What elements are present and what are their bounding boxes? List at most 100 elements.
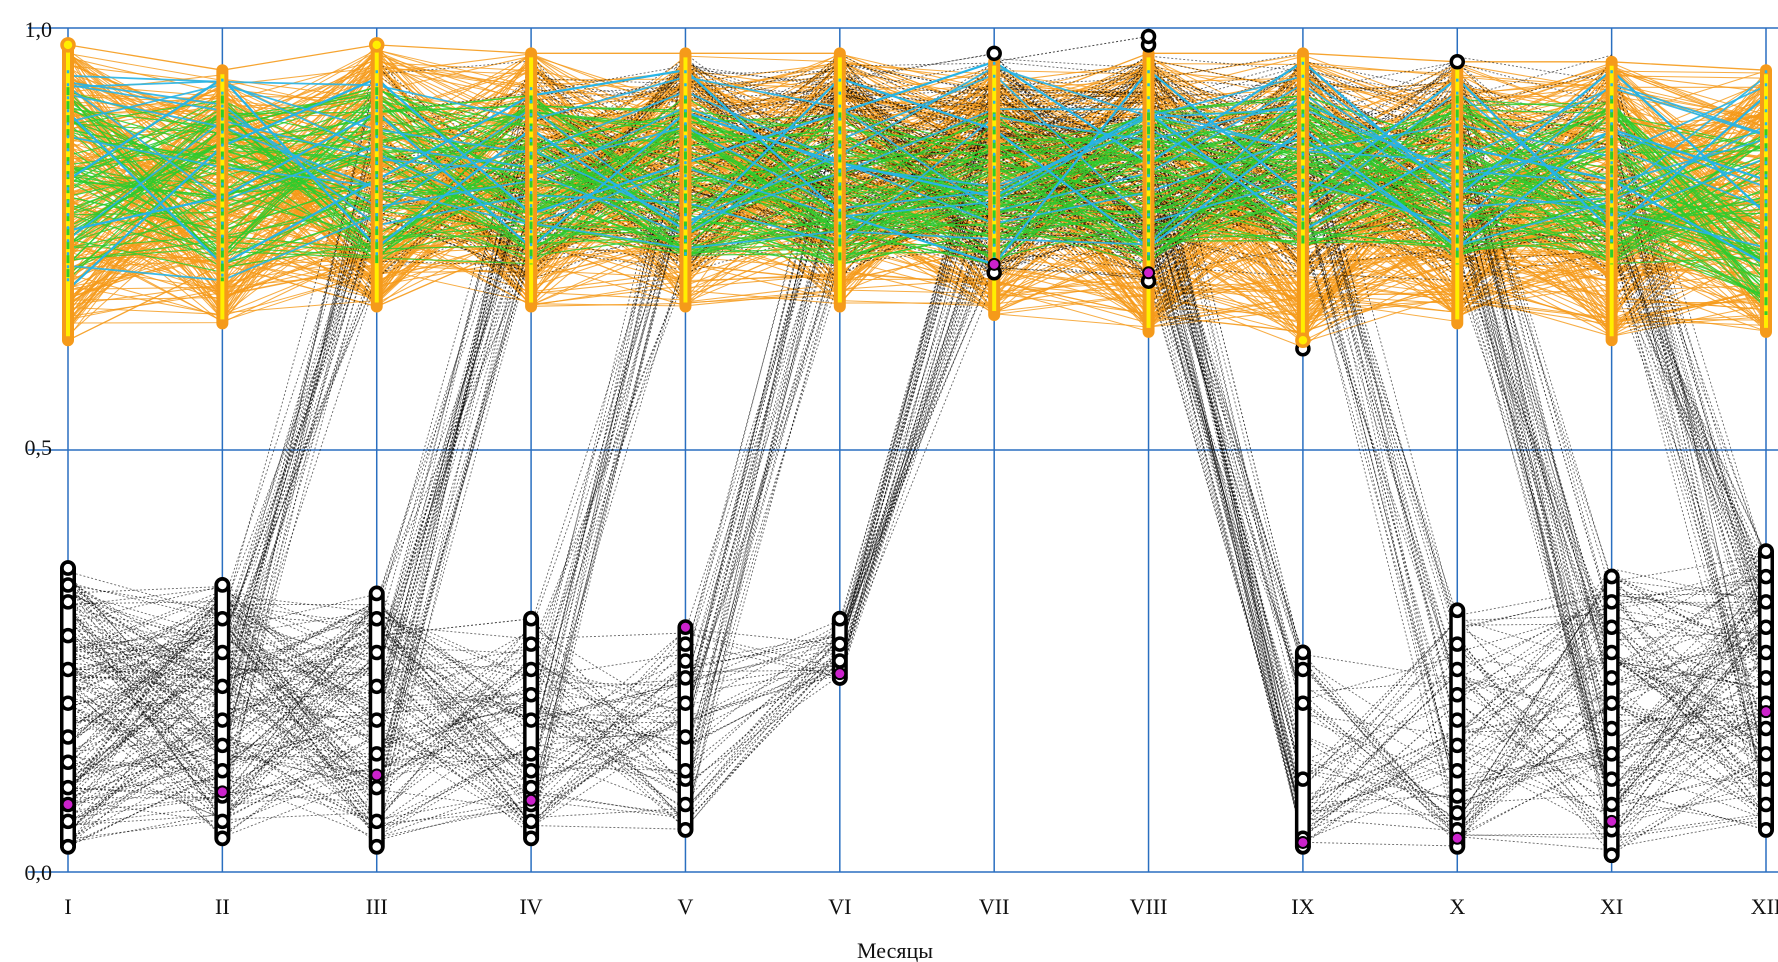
x-tick-label: VI [828, 894, 851, 919]
black-marker [1758, 720, 1774, 737]
x-tick-labels: I II III IV V VI VII VIII IX X XI XII [64, 894, 1778, 919]
black-profile-line [67, 147, 1767, 824]
black-profile-line [67, 72, 1767, 828]
black-marker [1449, 602, 1466, 619]
black-profile-line [67, 65, 1767, 852]
black-profile-line [67, 151, 1767, 778]
black-profile-line [67, 84, 1767, 804]
black-profile-line [67, 60, 1767, 805]
x-tick-label: IX [1291, 894, 1314, 919]
y-tick-label: 0,5 [25, 435, 53, 460]
black-marker [60, 577, 76, 593]
magenta-marker [215, 785, 229, 799]
black-marker [368, 611, 385, 627]
y-tick-label: 0,0 [25, 860, 53, 885]
black-profile-line [67, 78, 1767, 820]
black-profile-line [67, 73, 1767, 795]
black-profile-line [67, 79, 1767, 819]
black-marker [368, 712, 385, 728]
x-tick-label: III [366, 894, 388, 919]
black-marker [1603, 771, 1620, 787]
green-profile-line [67, 98, 1767, 303]
black-profile-line [67, 53, 1767, 834]
magenta-marker [1605, 814, 1619, 828]
orange-profile-line [67, 78, 1767, 333]
black-profile-line [67, 230, 1767, 804]
black-marker [1449, 788, 1466, 804]
cyan-profile-line [67, 81, 1767, 245]
black-profile-line [67, 88, 1767, 847]
x-tick-label: I [64, 894, 71, 919]
black-marker [1449, 661, 1466, 678]
black-marker [523, 611, 539, 627]
black-profile-line [67, 168, 1767, 844]
black-profile-line [67, 78, 1767, 787]
black-marker [1603, 568, 1620, 585]
black-marker [1603, 644, 1620, 661]
black-marker [1758, 796, 1774, 813]
black-marker [60, 754, 76, 771]
green-profile-line [67, 105, 1767, 254]
black-profile-line [67, 89, 1767, 832]
black-profile-line [67, 70, 1767, 749]
black-profile-line [67, 126, 1767, 800]
black-marker [368, 585, 385, 602]
black-marker [1758, 543, 1774, 560]
black-profile-line [67, 125, 1767, 828]
x-tick-label: XII [1751, 894, 1778, 919]
black-marker [368, 746, 385, 762]
black-marker [1603, 619, 1620, 635]
black-marker [832, 653, 848, 669]
black-marker [1449, 805, 1466, 821]
black-marker [60, 813, 76, 830]
black-profile-line [67, 62, 1767, 787]
green-profile-line [67, 120, 1767, 256]
cyan-series-lines [67, 60, 1767, 291]
black-profile-line [67, 86, 1767, 806]
x-tick-label: II [215, 894, 230, 919]
orange-profile-line [67, 59, 1767, 297]
magenta-marker [1296, 835, 1310, 849]
black-marker [60, 779, 76, 796]
black-marker [1295, 661, 1311, 678]
magenta-marker [1450, 831, 1464, 845]
x-tick-label: X [1449, 894, 1465, 919]
black-profile-line [67, 65, 1767, 845]
black-marker [1758, 746, 1774, 762]
green-profile-line [67, 115, 1767, 263]
black-profile-line [67, 59, 1767, 834]
magenta-marker [1142, 266, 1156, 280]
black-marker [523, 636, 539, 652]
black-marker [677, 729, 694, 745]
black-profile-line [67, 57, 1767, 828]
black-marker [1295, 644, 1311, 661]
black-marker [523, 762, 539, 779]
green-profile-line [67, 105, 1767, 244]
x-tick-label: VIII [1130, 894, 1168, 919]
black-marker [214, 712, 231, 728]
orange-marker [60, 37, 76, 53]
black-profile-line [67, 72, 1767, 821]
black-profile-line [67, 58, 1767, 827]
black-marker [1603, 746, 1620, 762]
black-profile-line [67, 82, 1767, 782]
green-profile-line [67, 114, 1767, 250]
black-marker [1758, 670, 1774, 686]
black-marker [523, 746, 539, 762]
cyan-profile-line [67, 73, 1767, 241]
black-marker [1603, 670, 1620, 686]
black-marker [60, 560, 76, 576]
black-profile-line [67, 57, 1767, 770]
green-profile-line [67, 109, 1767, 241]
orange-marker [368, 37, 385, 53]
magenta-marker [370, 768, 384, 782]
magenta-marker [1759, 705, 1773, 719]
black-profile-line [67, 88, 1767, 731]
black-marker [1603, 594, 1620, 610]
black-profile-line [67, 63, 1767, 846]
black-profile-line [67, 107, 1767, 832]
black-profile-line [67, 77, 1767, 812]
black-profile-line [67, 111, 1767, 823]
black-profile-line [67, 63, 1767, 838]
